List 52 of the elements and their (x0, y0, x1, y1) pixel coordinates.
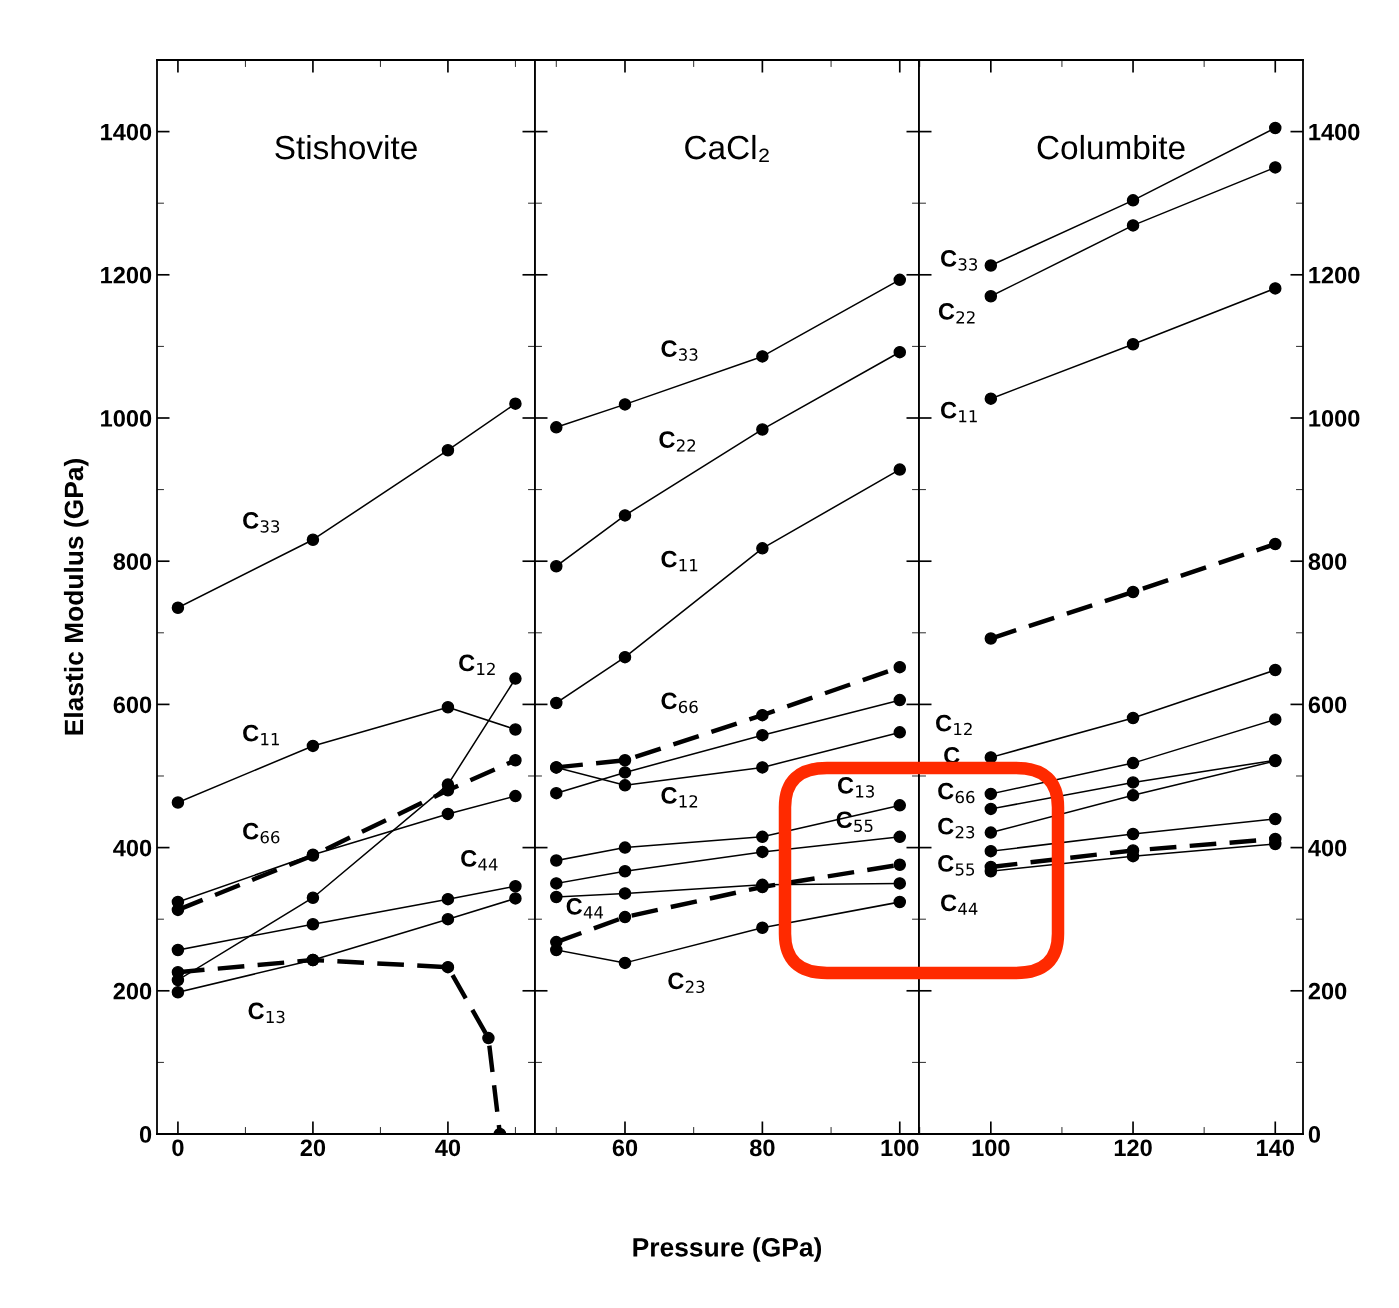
annotation: C$_{13}$ (248, 1002, 285, 1024)
x-tick-label: 100 (972, 1139, 1010, 1157)
annotation: C$_{33}$ (941, 250, 978, 271)
annotation: C$_{33}$ (243, 512, 280, 533)
text: CaCl₂ (685, 134, 769, 162)
y-tick-label: 600 (113, 696, 152, 714)
y2-tick-label: 1200 (1309, 266, 1360, 284)
annotation: C$_{66}$ (661, 692, 698, 714)
y-tick-label: 1000 (101, 410, 152, 427)
annotation: C$_{11}$ (243, 724, 279, 746)
y2-tick-label: 600 (1308, 696, 1347, 714)
annotation: C$_{23}$ (668, 972, 705, 994)
y-tick-label: 0 (139, 1126, 152, 1143)
y-tick-label: 200 (113, 982, 152, 1000)
x-tick-label: 0 (172, 1139, 184, 1157)
annotation: C$_{33}$ (661, 340, 698, 361)
x-axis-title: Pressure (GPa) (633, 1237, 822, 1262)
annotation: C$_{23}$ (938, 817, 975, 839)
x-tick-label: 20 (300, 1139, 326, 1157)
annotation: C$_{13}$ (837, 777, 874, 798)
y-tick-label: 1400 (101, 123, 152, 141)
annotation: C$_{11}$ (661, 550, 698, 572)
y-tick-label: 1200 (101, 266, 152, 284)
annotation: C$_{66}$ (938, 782, 975, 804)
x-tick-label: 60 (612, 1139, 638, 1157)
x-tick-label: 40 (435, 1139, 461, 1157)
y2-tick-label: 0 (1308, 1126, 1321, 1143)
annotation: C$_{12}$ (459, 654, 495, 675)
y2-tick-label: 800 (1308, 553, 1347, 570)
text: Columbite (1037, 134, 1185, 160)
annotation: C$_{66}$ (243, 822, 280, 844)
annotation: C$_{22}$ (659, 431, 696, 452)
y-tick-label: 400 (113, 839, 152, 857)
annotation: C$_{44}$ (941, 894, 978, 915)
annotation: C$_{12}$ (661, 787, 698, 808)
annotation: C$_{11}$ (941, 401, 977, 423)
annotation: C$_{12}$ (936, 714, 972, 736)
y-axis-title: Elastic Modulus (GPa) (63, 459, 89, 735)
y2-tick-label: 1000 (1309, 410, 1360, 427)
y-tick-label: 800 (113, 553, 152, 570)
x-tick-label: 140 (1257, 1139, 1294, 1157)
x-tick-label: 100 (881, 1139, 919, 1157)
y2-tick-label: 1400 (1309, 123, 1360, 141)
annotation: C$_{22}$ (938, 303, 975, 324)
y2-tick-label: 200 (1308, 982, 1347, 1000)
annotation: C$_{44}$ (461, 850, 498, 871)
x-tick-label: 80 (750, 1139, 775, 1157)
text: Stishovite (275, 134, 417, 160)
x-tick-label: 120 (1114, 1139, 1152, 1157)
y2-tick-label: 400 (1308, 839, 1347, 857)
annotation: C$_{44}$ (566, 898, 604, 919)
annotation: C$_{55}$ (938, 855, 975, 876)
